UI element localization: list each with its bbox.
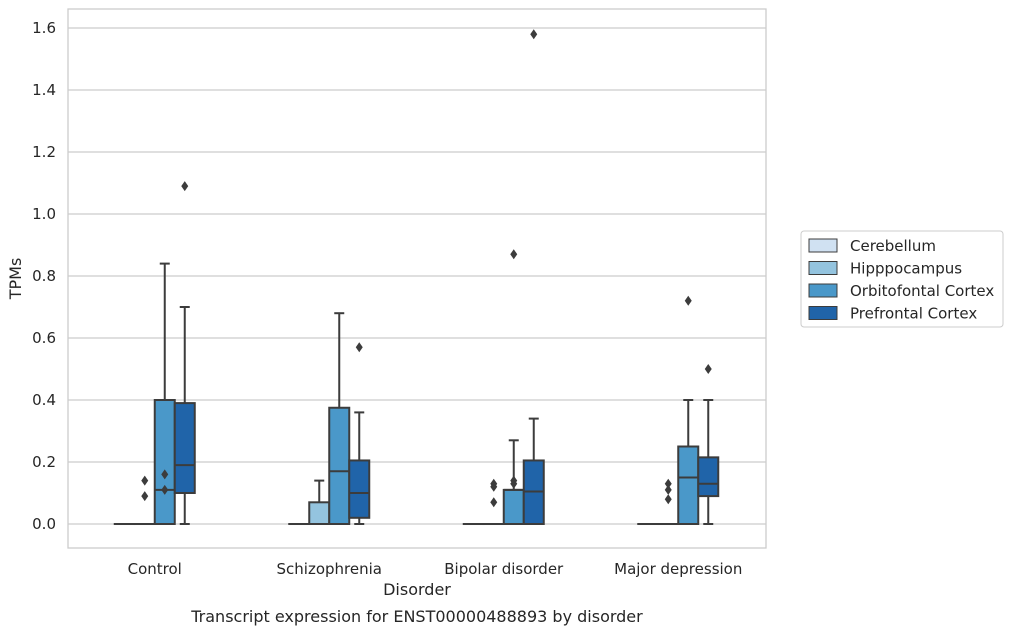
y-axis-label: TPMs [6, 258, 25, 301]
outlier-point [355, 342, 363, 353]
y-tick-label: 0.4 [32, 391, 56, 409]
x-axis-label: Disorder [383, 580, 451, 599]
y-axis-ticks: 0.0 0.2 0.4 0.6 0.8 1.0 1.2 1.4 1.6 [32, 19, 56, 533]
box-prefrontal-cortex [697, 364, 720, 525]
outlier-point [490, 478, 498, 489]
box-body [308, 501, 331, 525]
box-hipppocampus [482, 478, 505, 526]
box-body [173, 402, 196, 495]
legend-label: Prefrontal Cortex [850, 305, 977, 323]
outlier-point [161, 484, 169, 495]
legend-label: Orbitofontal Cortex [850, 282, 994, 300]
y-tick-label: 0.8 [32, 267, 56, 285]
box-hipppocampus [308, 479, 331, 525]
y-tick-label: 1.2 [32, 143, 56, 161]
box-body [502, 488, 525, 525]
legend: Cerebellum Hipppocampus Orbitofontal Corte… [800, 230, 1004, 328]
box-body [328, 406, 351, 525]
outlier-point [684, 295, 692, 306]
box-plot-series [113, 29, 720, 526]
legend-swatch [808, 306, 838, 320]
legend-swatch [808, 261, 838, 275]
y-tick-label: 0.2 [32, 453, 56, 471]
box-prefrontal-cortex [522, 29, 545, 526]
box-body [697, 456, 720, 498]
box-orbitofontal-cortex [677, 295, 700, 525]
chart-title: Transcript expression for ENST0000048889… [190, 607, 643, 626]
plot-frame [67, 8, 767, 549]
box-body [677, 445, 700, 525]
x-axis-ticks: Control Schizophrenia Bipolar disorder Majo… [128, 560, 743, 578]
box-body [153, 399, 176, 525]
outlier-point [161, 469, 169, 480]
box-hipppocampus [133, 475, 156, 526]
legend-frame [800, 230, 1004, 328]
x-tick-label: Bipolar disorder [444, 560, 564, 578]
outlier-point [664, 494, 672, 505]
x-tick-label: Major depression [614, 560, 742, 578]
box-body [348, 459, 371, 519]
legend-label: Hipppocampus [850, 260, 962, 278]
outlier-point [664, 478, 672, 489]
box-hipppocampus [657, 478, 680, 526]
y-tick-label: 1.6 [32, 19, 56, 37]
outlier-point [141, 475, 149, 486]
outlier-point [664, 484, 672, 495]
x-tick-label: Schizophrenia [277, 560, 382, 578]
outlier-point [704, 364, 712, 374]
legend-label: Cerebellum [850, 237, 936, 255]
legend-swatch [808, 238, 838, 253]
box-orbitofontal-cortex [153, 262, 176, 525]
y-tick-label: 1.4 [32, 81, 56, 99]
legend-swatch [808, 283, 838, 298]
y-tick-label: 0.0 [32, 515, 56, 533]
x-tick-label: Control [128, 560, 182, 578]
outlier-point [490, 497, 498, 508]
box-orbitofontal-cortex [328, 312, 351, 525]
box-prefrontal-cortex [173, 181, 196, 525]
outlier-point [530, 29, 538, 40]
y-tick-label: 0.6 [32, 329, 56, 347]
outlier-point [181, 181, 189, 192]
box-prefrontal-cortex [348, 342, 371, 525]
y-tick-label: 1.0 [32, 205, 56, 223]
outlier-point [510, 475, 518, 486]
box-orbitofontal-cortex [502, 249, 525, 525]
outlier-point [510, 249, 518, 260]
outlier-point [141, 491, 149, 502]
